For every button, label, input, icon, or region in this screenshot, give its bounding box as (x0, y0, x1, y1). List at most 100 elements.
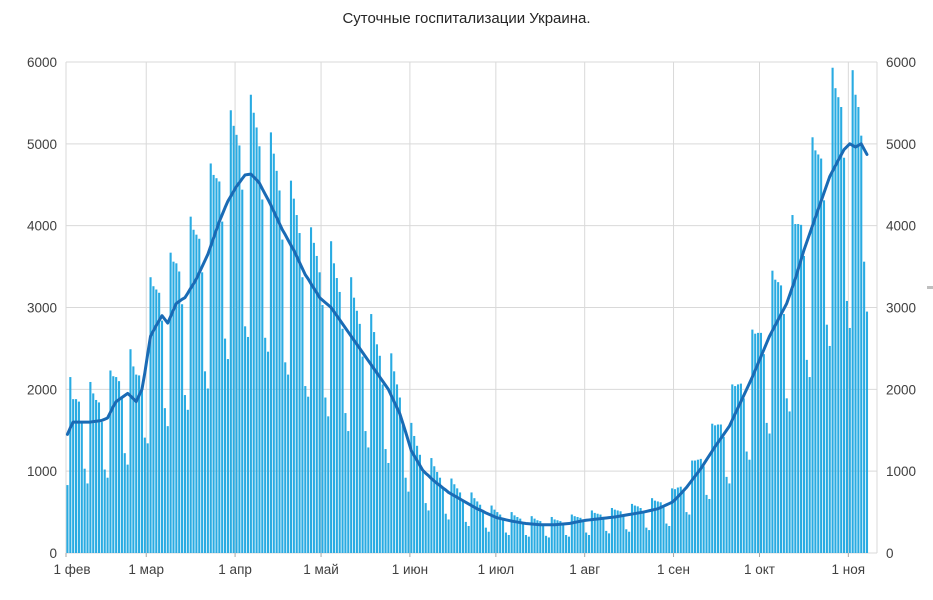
bar (407, 491, 410, 554)
bar (820, 158, 823, 553)
bar (146, 443, 149, 553)
bar (843, 157, 846, 554)
bar (682, 491, 685, 554)
bar (255, 127, 258, 553)
y-axis-label-right: 6000 (886, 55, 916, 70)
bar (410, 422, 413, 553)
bar (590, 510, 593, 553)
bar (264, 337, 267, 553)
bar (714, 425, 717, 553)
bar (542, 525, 545, 553)
bar (610, 507, 613, 553)
bar (487, 531, 490, 553)
bar (347, 431, 350, 553)
bar (378, 355, 381, 553)
bar (160, 320, 164, 553)
bar (289, 180, 293, 553)
bar (301, 277, 304, 553)
bar (112, 376, 115, 553)
bar (702, 466, 705, 553)
bar (155, 289, 158, 553)
bar (725, 476, 728, 553)
bar (848, 327, 851, 553)
bar (788, 411, 791, 553)
bar (438, 477, 442, 553)
bar (436, 471, 439, 553)
bar (679, 486, 682, 553)
bar (751, 329, 754, 553)
bar (309, 227, 313, 554)
bar (77, 401, 80, 553)
bar (295, 215, 298, 553)
bar (307, 396, 310, 553)
bar (739, 383, 742, 553)
bar (298, 233, 301, 553)
bar (424, 503, 427, 553)
bar (287, 374, 290, 553)
y-axis-label-right: 4000 (886, 219, 916, 234)
bar (628, 531, 631, 553)
bar (736, 384, 740, 553)
bar (267, 351, 270, 553)
bar (467, 526, 470, 553)
bar (97, 402, 101, 553)
bar (599, 514, 602, 553)
bar (355, 310, 358, 553)
bar (232, 125, 235, 553)
y-axis-label-right: 0 (886, 546, 894, 561)
bar (536, 520, 539, 553)
bar (315, 255, 318, 553)
bar (69, 377, 72, 553)
bar (544, 535, 548, 553)
bar (158, 292, 161, 553)
bar (716, 424, 720, 553)
bar (522, 523, 525, 553)
bar (831, 67, 834, 553)
bar (330, 241, 333, 553)
y-axis-label-left: 6000 (27, 55, 57, 70)
bar (728, 483, 731, 553)
bar (547, 537, 550, 553)
bar (754, 333, 757, 553)
bar (418, 454, 421, 553)
y-axis-label-left: 3000 (27, 301, 57, 316)
bar (685, 512, 688, 553)
bar (109, 370, 112, 553)
bar (335, 278, 338, 553)
bar (699, 458, 702, 553)
bar (822, 200, 826, 554)
bar (573, 516, 576, 553)
bar (510, 512, 513, 553)
bar (513, 515, 516, 553)
bar (777, 282, 780, 553)
bar (651, 498, 654, 553)
bar (524, 535, 528, 553)
bar (501, 519, 505, 553)
bar (218, 181, 221, 554)
bar (539, 521, 542, 553)
bar (705, 494, 708, 553)
bar (252, 112, 255, 554)
bar (828, 345, 831, 553)
bar (605, 530, 608, 553)
bar (327, 416, 330, 553)
bar (175, 263, 178, 553)
moving-average-line (65, 142, 869, 527)
x-axis-label: 1 сен (657, 562, 690, 577)
bar (381, 384, 384, 553)
bar (80, 422, 83, 553)
bar (416, 445, 419, 553)
bar (241, 189, 244, 553)
bar (845, 300, 848, 553)
bar (430, 458, 433, 553)
bar (688, 514, 691, 553)
bar (616, 510, 619, 553)
bar (195, 234, 198, 554)
bar (367, 447, 370, 553)
bar (722, 436, 725, 553)
bar (817, 154, 820, 553)
bar (499, 514, 502, 553)
bar (662, 507, 665, 553)
bar (596, 513, 599, 553)
y-axis-label-left: 4000 (27, 219, 57, 234)
